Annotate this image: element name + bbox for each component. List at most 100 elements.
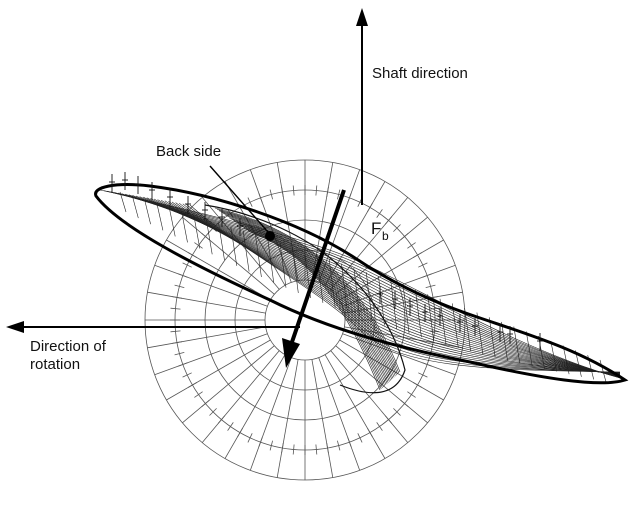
blade-rib	[267, 238, 274, 283]
blade-mesh-line	[161, 199, 621, 375]
grid-tick	[347, 192, 352, 203]
grid-tick	[376, 209, 383, 218]
back-side-pointer-line	[209, 165, 269, 233]
grid-tick	[247, 433, 253, 443]
grid-spoke	[154, 333, 268, 376]
grid-tick	[326, 443, 329, 453]
grid-tick	[182, 262, 192, 268]
grid-tick	[407, 391, 416, 398]
grid-tick	[217, 415, 226, 424]
blade-rib	[415, 289, 422, 338]
grid-tick	[315, 444, 318, 455]
grid-tick	[177, 273, 188, 278]
grid-tick	[384, 415, 393, 424]
grid-tick	[194, 242, 203, 249]
blade-mesh-line	[237, 223, 388, 384]
grid-tick	[174, 284, 185, 288]
blade-rib	[378, 276, 385, 326]
grid-spoke	[324, 181, 386, 286]
blade-mesh-line	[235, 221, 389, 383]
blade-mesh-line	[103, 190, 621, 379]
blade-rib	[365, 272, 373, 322]
grid-tick	[367, 428, 373, 438]
grid-tick	[292, 444, 295, 455]
back-side-label: Back side	[156, 143, 221, 160]
blade-leading-edge	[94, 183, 629, 385]
grid-tick	[425, 284, 436, 288]
grid-spoke	[330, 197, 409, 290]
grid-tick	[315, 185, 318, 196]
grid-tick	[269, 440, 273, 451]
grid-spoke	[311, 359, 334, 478]
blade-rib	[218, 222, 225, 261]
grid-spoke	[182, 216, 275, 295]
blade-rib	[168, 207, 176, 237]
blade-mesh-line	[107, 190, 621, 378]
grid-spoke	[342, 333, 456, 376]
grid-tick	[281, 443, 284, 453]
blade-rib	[328, 259, 336, 308]
grid-tick	[258, 192, 263, 203]
grid-tick	[201, 232, 210, 241]
grid-tick	[407, 242, 416, 249]
grid-spoke	[182, 345, 275, 424]
grid-tick	[237, 428, 243, 438]
force-arrow	[282, 189, 346, 368]
grid-spoke	[201, 350, 280, 443]
blade-rib	[464, 307, 471, 352]
blade-rib	[292, 246, 299, 293]
blade-mesh-line	[233, 220, 390, 382]
blade-rib	[119, 191, 127, 213]
grid-tick	[170, 330, 181, 333]
grid-spoke	[335, 345, 428, 424]
grid-tick	[393, 408, 401, 416]
blade-rib	[488, 317, 496, 358]
grid-spoke	[330, 350, 409, 443]
blade-rib-lines	[119, 191, 607, 383]
blade-rib	[181, 211, 188, 243]
grid-tick	[357, 433, 363, 443]
grid-tick	[384, 216, 393, 225]
grid-tick	[422, 273, 433, 278]
force-label: F	[371, 219, 381, 238]
blade-rib	[341, 263, 348, 313]
grid-tick	[258, 437, 263, 448]
grid-spoke	[224, 354, 286, 459]
blade-rib	[427, 294, 434, 341]
grid-tick	[413, 382, 423, 388]
blade-mesh-line	[243, 227, 384, 387]
blade-rib	[538, 336, 545, 369]
grid-tick	[292, 185, 295, 196]
blade-mesh-line	[245, 228, 383, 389]
grid-tick	[367, 202, 373, 212]
grid-tick	[187, 252, 197, 258]
grid-spoke	[249, 357, 292, 471]
blade-rib	[501, 321, 508, 361]
blade-mesh-line	[231, 219, 391, 381]
grid-spoke	[249, 169, 292, 283]
grid-tick	[418, 372, 428, 378]
blade-rib	[132, 195, 139, 219]
grid-tick	[347, 437, 352, 448]
blade-rib	[205, 218, 213, 255]
grid-tick	[376, 422, 383, 431]
blade-rib	[476, 312, 484, 355]
grid-tick	[247, 197, 253, 207]
grid-tick	[269, 189, 273, 200]
grid-spoke	[147, 326, 266, 349]
grid-spoke	[166, 339, 271, 401]
blade-rib	[439, 298, 447, 345]
blade-rib	[255, 234, 262, 278]
grid-tick	[400, 399, 409, 408]
grid-tick	[172, 341, 182, 344]
grid-tick	[227, 422, 234, 431]
grid-tick	[422, 362, 433, 367]
blade-section-markers	[109, 172, 543, 351]
blade-rib	[230, 226, 238, 266]
blade-rib	[402, 285, 410, 334]
blade-rib	[550, 340, 558, 372]
force-label-subscript: b	[382, 229, 389, 243]
grid-tick	[209, 408, 217, 416]
blade-rib	[562, 345, 570, 375]
